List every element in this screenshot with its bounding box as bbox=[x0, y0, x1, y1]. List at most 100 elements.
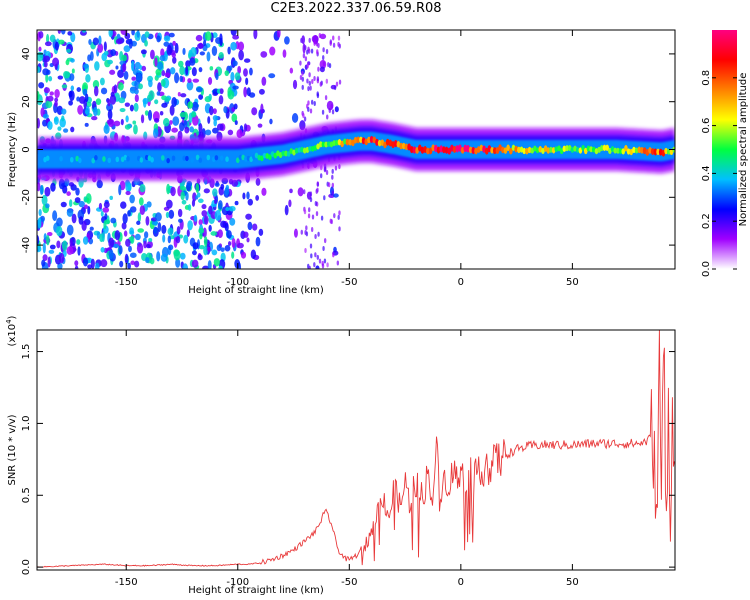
noise-speck bbox=[165, 199, 173, 209]
noise-speck bbox=[89, 226, 94, 231]
noise-speck bbox=[61, 84, 68, 89]
noise-speck bbox=[109, 94, 117, 105]
ridge-cell bbox=[102, 156, 106, 162]
ridge-cell bbox=[431, 144, 435, 152]
noise-speck bbox=[163, 35, 171, 42]
noise-speck bbox=[317, 231, 320, 237]
noise-speck bbox=[104, 219, 111, 225]
ridge-cell bbox=[640, 147, 644, 154]
noise-speck bbox=[234, 200, 239, 206]
ridge-cell bbox=[161, 155, 165, 161]
noise-speck bbox=[322, 47, 325, 53]
ridge-cell bbox=[316, 143, 320, 150]
noise-speck bbox=[38, 31, 44, 39]
noise-speck bbox=[219, 33, 223, 44]
noise-speck bbox=[203, 215, 209, 225]
noise-speck bbox=[134, 94, 139, 103]
noise-speck bbox=[131, 76, 137, 81]
ridge-cell bbox=[356, 136, 361, 144]
noise-speck bbox=[107, 98, 111, 107]
noise-speck bbox=[332, 252, 335, 258]
noise-speck bbox=[260, 103, 264, 114]
ridge-cell bbox=[466, 145, 470, 153]
noise-speck bbox=[88, 39, 92, 46]
noise-speck bbox=[165, 211, 170, 219]
ridge-cell bbox=[399, 142, 403, 150]
noise-speck bbox=[310, 226, 314, 232]
ridge-cell bbox=[664, 147, 668, 155]
noise-speck bbox=[106, 103, 114, 112]
y-tick-label: -40 bbox=[21, 237, 32, 253]
noise-speck bbox=[330, 103, 333, 109]
noise-speck bbox=[140, 114, 145, 124]
noise-speck bbox=[276, 30, 281, 38]
noise-speck bbox=[338, 43, 341, 49]
ridge-cell bbox=[583, 147, 588, 155]
noise-speck bbox=[127, 262, 131, 269]
noise-speck bbox=[202, 265, 210, 269]
noise-speck bbox=[303, 189, 306, 195]
noise-speck bbox=[243, 86, 248, 98]
noise-speck bbox=[332, 35, 335, 41]
noise-speck bbox=[70, 126, 75, 133]
noise-speck bbox=[168, 244, 174, 251]
noise-speck bbox=[49, 34, 56, 43]
y-axis-label: Frequency (Hz) bbox=[7, 112, 18, 188]
noise-speck bbox=[309, 85, 312, 91]
ridge-cell bbox=[407, 143, 411, 151]
ridge-cell bbox=[463, 144, 468, 153]
noise-speck bbox=[201, 203, 207, 210]
noise-speck bbox=[148, 79, 153, 88]
noise-speck bbox=[83, 63, 89, 69]
noise-speck bbox=[323, 238, 327, 244]
noise-speck bbox=[316, 49, 319, 55]
noise-speck bbox=[199, 51, 206, 56]
noise-speck bbox=[66, 224, 74, 236]
noise-speck bbox=[338, 79, 342, 85]
noise-speck bbox=[174, 42, 179, 54]
ridge-cell bbox=[340, 140, 344, 148]
noise-speck bbox=[113, 120, 121, 127]
x-axis-label: Height of straight line (km) bbox=[188, 585, 324, 596]
ridge-cell bbox=[586, 145, 591, 152]
noise-speck bbox=[69, 73, 75, 82]
ridge-cell bbox=[621, 148, 626, 155]
noise-speck bbox=[324, 166, 327, 172]
noise-speck bbox=[144, 110, 149, 116]
noise-speck bbox=[305, 225, 308, 231]
ridge-cell bbox=[452, 146, 457, 153]
noise-speck bbox=[212, 108, 217, 115]
ridge-cell bbox=[185, 155, 189, 162]
noise-speck bbox=[192, 242, 199, 250]
noise-speck bbox=[98, 202, 103, 210]
noise-speck bbox=[63, 71, 69, 79]
noise-speck bbox=[37, 245, 42, 253]
noise-speck bbox=[232, 34, 240, 40]
noise-speck bbox=[177, 91, 181, 97]
noise-speck bbox=[123, 71, 129, 80]
noise-speck bbox=[218, 265, 223, 269]
noise-speck bbox=[325, 49, 329, 55]
noise-speck bbox=[76, 87, 81, 93]
noise-speck bbox=[314, 200, 318, 206]
page-title: C2E3.2022.337.06.59.R08 bbox=[270, 1, 442, 16]
noise-speck bbox=[227, 46, 231, 55]
noise-speck bbox=[229, 65, 233, 71]
noise-speck bbox=[207, 260, 212, 269]
noise-speck bbox=[167, 235, 172, 244]
noise-speck bbox=[247, 221, 253, 231]
ridge-cell bbox=[428, 147, 433, 155]
noise-speck bbox=[292, 79, 298, 90]
noise-speck bbox=[153, 128, 158, 133]
noise-speck bbox=[43, 55, 51, 63]
noise-speck bbox=[44, 41, 52, 47]
noise-speck bbox=[321, 263, 325, 269]
noise-speck bbox=[282, 49, 287, 58]
noise-speck bbox=[300, 229, 303, 235]
x-tick-label: -50 bbox=[341, 277, 357, 288]
noise-speck bbox=[48, 249, 55, 254]
ridge-cell bbox=[195, 154, 200, 161]
noise-speck bbox=[308, 207, 311, 213]
noise-speck bbox=[42, 68, 50, 76]
ridge-cell bbox=[436, 146, 441, 154]
